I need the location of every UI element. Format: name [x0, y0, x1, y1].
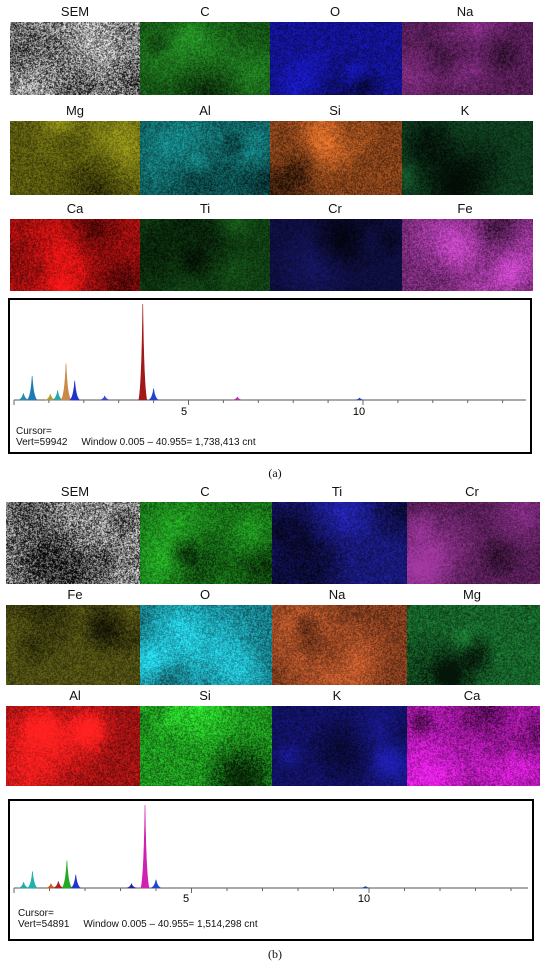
- tile-label: Cr: [328, 201, 342, 216]
- spectrum-peak: [26, 871, 39, 889]
- tile-label: O: [329, 4, 341, 19]
- spectrum-peak: [354, 397, 365, 401]
- tick-label: 10: [358, 893, 370, 905]
- spectrum-peak: [53, 881, 64, 889]
- element-map: [270, 22, 402, 95]
- cursor-label: Cursor=: [18, 908, 54, 919]
- spectrum-peak: [61, 860, 73, 889]
- spectrum-peak: [46, 882, 56, 889]
- tile-label: Si: [199, 688, 211, 703]
- element-map: [402, 121, 533, 195]
- panel-caption: (a): [268, 466, 282, 480]
- tile-label: Cr: [465, 484, 479, 499]
- tile-label: C: [200, 4, 210, 19]
- sem-image: [10, 22, 140, 95]
- element-map: [402, 22, 533, 95]
- tile-label: Mg: [65, 103, 85, 118]
- spectrum-peak: [26, 375, 38, 401]
- tile-label: SEM: [60, 484, 90, 499]
- element-map: [140, 706, 272, 786]
- spectrum-peak: [69, 380, 81, 401]
- element-map: [270, 121, 402, 195]
- spectrum-peak: [99, 395, 110, 401]
- tick-label: 5: [183, 893, 189, 905]
- tile-label: Ti: [331, 484, 343, 499]
- cursor-readout: Vert=59942 Window 0.005 – 40.955= 1,738,…: [16, 437, 256, 448]
- tile-label: Na: [456, 4, 474, 19]
- eds-spectrum-plot: 5 10: [13, 804, 528, 905]
- element-map: [272, 502, 407, 584]
- tile-label: Si: [329, 103, 341, 118]
- tile-label: Al: [199, 103, 211, 118]
- eds-spectrum-frame: 5 10 Cursor= Vert=59942 Window 0.005 – 4…: [8, 298, 532, 454]
- element-map: [272, 605, 407, 685]
- spectrum-peak: [69, 874, 82, 889]
- element-map: [272, 706, 407, 786]
- element-map: [140, 502, 272, 584]
- element-map: [140, 22, 270, 95]
- element-map: [140, 605, 272, 685]
- sem-image: [6, 502, 140, 584]
- spectrum-peak: [232, 396, 243, 401]
- spectrum-peak: [45, 394, 56, 401]
- tile-label: Ti: [199, 201, 211, 216]
- element-map: [402, 219, 533, 291]
- element-map: [6, 605, 140, 685]
- element-map: [6, 706, 140, 786]
- element-map: [10, 121, 140, 195]
- element-map: [270, 219, 402, 291]
- spectrum-peak: [148, 388, 159, 401]
- tile-label: C: [200, 484, 210, 499]
- eds-spectrum-frame: 5 10 Cursor= Vert=54891 Window 0.005 – 4…: [8, 799, 534, 941]
- spectrum-peak: [138, 303, 148, 401]
- element-map: [407, 502, 540, 584]
- element-map: [407, 706, 540, 786]
- tick-label: 5: [181, 406, 187, 418]
- element-map: [140, 121, 270, 195]
- spectrum-peak: [140, 804, 150, 889]
- element-map: [140, 219, 270, 291]
- spectrum-peak: [360, 885, 371, 889]
- tile-label: Fe: [457, 201, 473, 216]
- tile-label: Al: [69, 688, 81, 703]
- tile-label: Ca: [463, 688, 481, 703]
- cursor-readout: Vert=54891 Window 0.005 – 40.955= 1,514,…: [18, 919, 258, 930]
- element-map: [407, 605, 540, 685]
- tile-label: Na: [328, 587, 346, 602]
- spectrum-peak: [151, 879, 161, 889]
- tile-label: Mg: [462, 587, 482, 602]
- eds-spectrum-plot: 5 10: [13, 303, 526, 418]
- tile-label: Fe: [67, 587, 83, 602]
- tile-label: K: [332, 688, 342, 703]
- spectrum-peak: [52, 390, 63, 401]
- spectrum-peak: [60, 363, 72, 401]
- cursor-label: Cursor=: [16, 426, 52, 437]
- spectrum-peak: [18, 882, 29, 889]
- spectrum-peak: [126, 882, 137, 889]
- tile-label: O: [199, 587, 211, 602]
- tile-label: Ca: [66, 201, 84, 216]
- tile-label: K: [460, 103, 470, 118]
- spectrum-peak: [18, 393, 29, 401]
- tick-label: 10: [353, 406, 365, 418]
- element-map: [10, 219, 140, 291]
- tile-label: SEM: [60, 4, 90, 19]
- panel-caption: (b): [268, 947, 282, 961]
